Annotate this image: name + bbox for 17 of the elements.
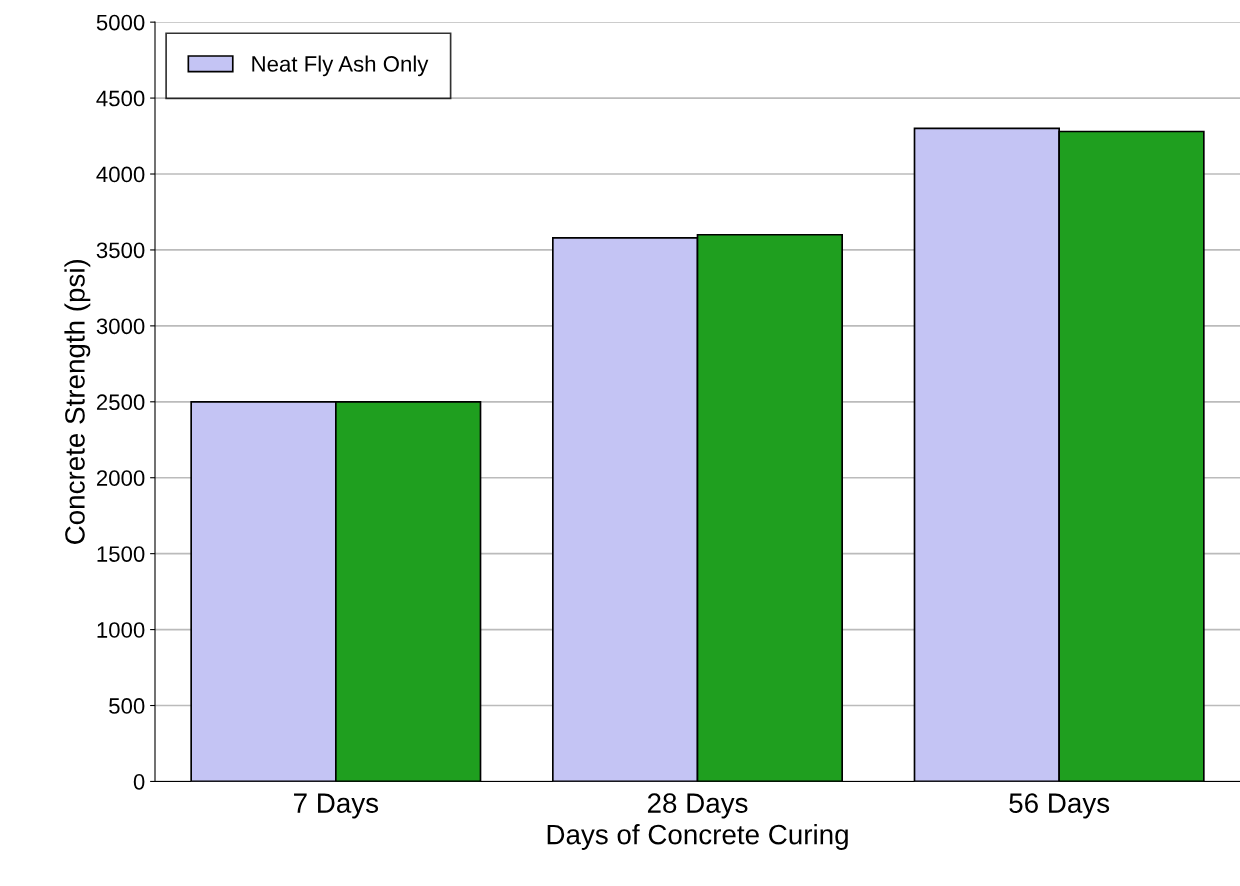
y-axis-title: Concrete Strength (psi)	[64, 259, 91, 544]
y-tick-label: 4500	[96, 90, 145, 107]
y-tick-label: 4000	[96, 166, 145, 183]
y-tick-label: 1000	[97, 622, 145, 638]
y-tick-label: 3000	[96, 318, 145, 335]
x-tick-label: 56 Days	[1009, 793, 1110, 819]
x-tick-label: 7 Days	[294, 793, 379, 819]
y-tick-label: 2000	[96, 470, 145, 486]
y-tick-label: 0	[133, 773, 145, 790]
y-tick-label: 500	[109, 698, 145, 714]
y-tick-label: 5000	[96, 14, 145, 31]
y-tick-label: 1500	[97, 546, 145, 562]
x-tick-label: 28 Days	[647, 793, 748, 819]
y-tick-label: 3500	[96, 242, 145, 259]
x-axis-title: Days of Concrete Curing	[547, 824, 848, 850]
legend-label: Neat Fly Ash Only	[252, 55, 429, 77]
y-tick-label: 2500	[96, 394, 145, 411]
